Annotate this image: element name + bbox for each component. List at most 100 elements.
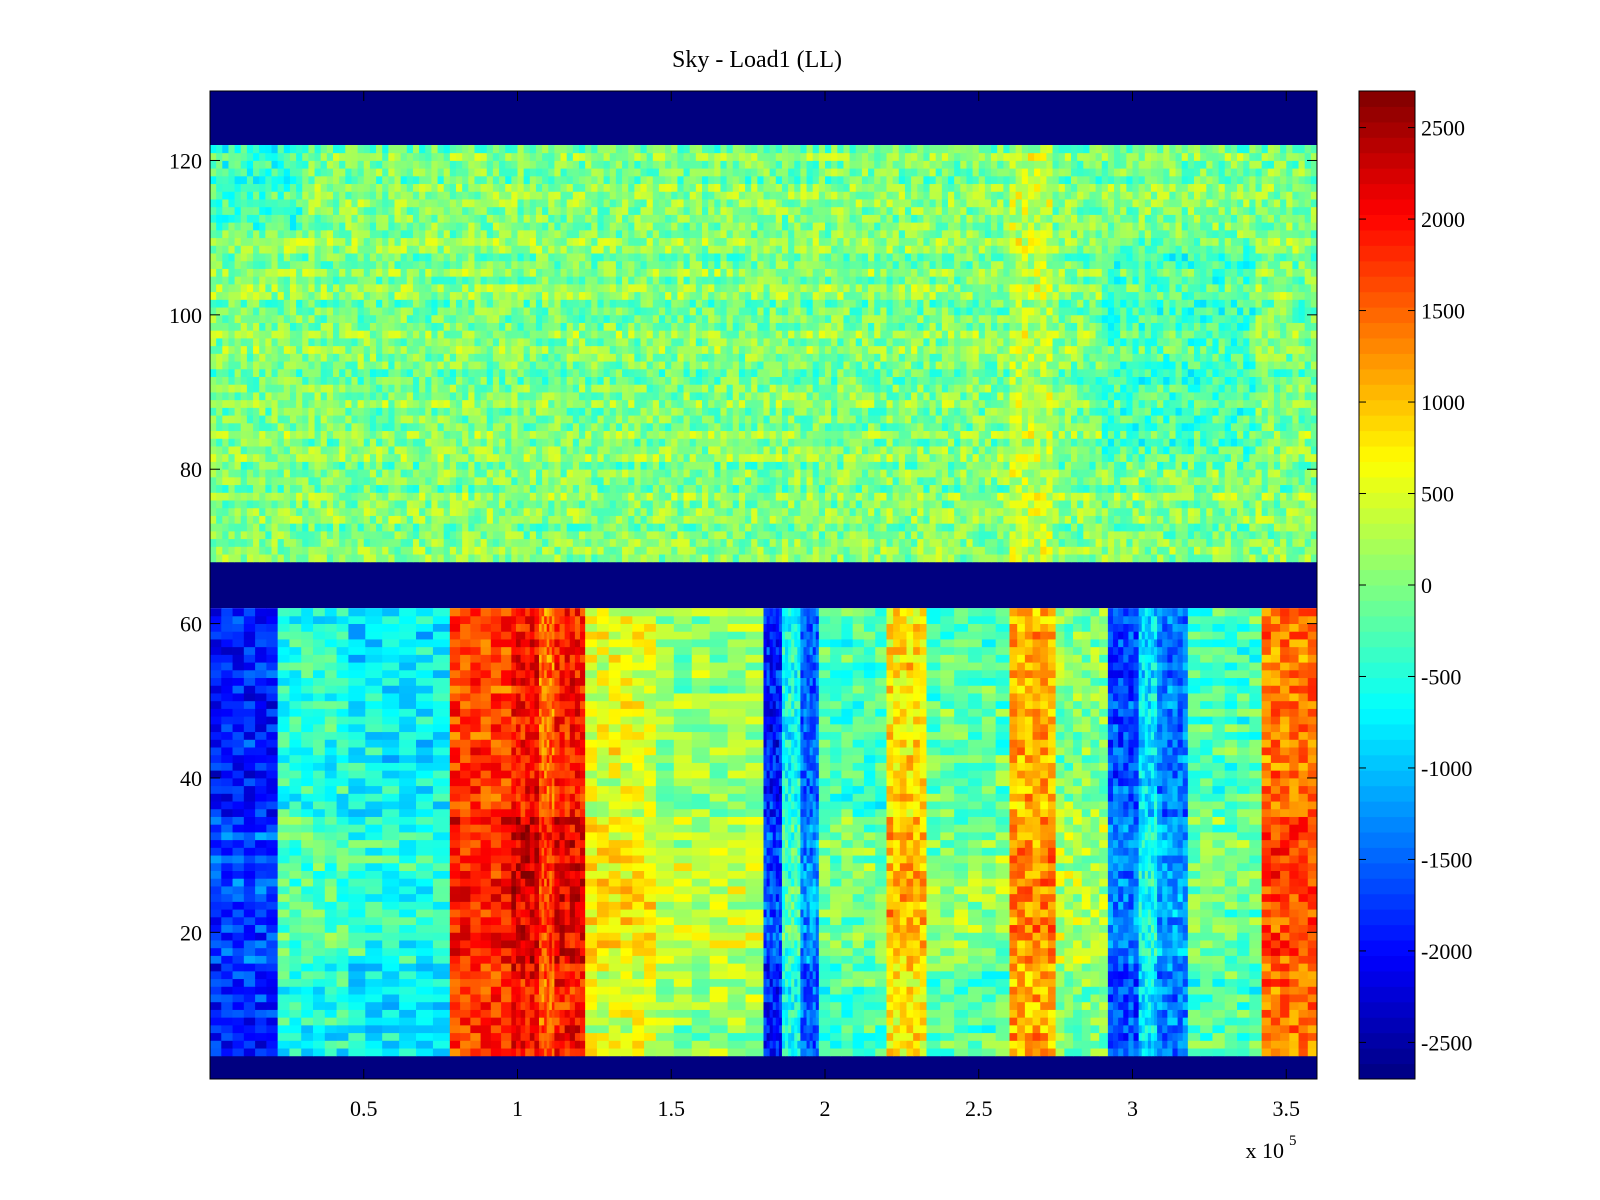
heatmap-cell	[1144, 430, 1152, 439]
heatmap-cell	[609, 415, 617, 424]
heatmap-cell	[548, 384, 555, 393]
heatmap-cell	[308, 554, 315, 563]
heatmap-cell	[431, 523, 438, 532]
heatmap-cell	[720, 530, 727, 540]
heatmap-cell	[246, 345, 254, 354]
heatmap-cell	[652, 422, 660, 432]
heatmap-cell	[542, 415, 549, 424]
heatmap-cell	[1255, 523, 1263, 532]
heatmap-cell	[984, 384, 992, 393]
heatmap-cell	[351, 538, 358, 547]
heatmap-cell	[1009, 469, 1017, 478]
heatmap-cell	[652, 438, 660, 447]
heatmap-cell	[984, 492, 992, 501]
heatmap-cell	[1280, 376, 1287, 385]
heatmap-cell	[603, 407, 611, 416]
heatmap-cell	[468, 361, 475, 370]
heatmap-cell	[948, 392, 955, 401]
heatmap-cell	[763, 345, 771, 354]
heatmap-cell	[1181, 353, 1189, 362]
heatmap-cell	[1273, 438, 1281, 447]
heatmap-cell	[1034, 376, 1041, 385]
heatmap-cell	[376, 515, 383, 524]
heatmap-cell	[1003, 407, 1010, 416]
heatmap-cell	[609, 368, 617, 377]
heatmap-cell	[831, 507, 838, 516]
heatmap-cell	[1255, 361, 1263, 370]
heatmap-cell	[597, 392, 604, 401]
heatmap-cell	[425, 392, 432, 401]
heatmap-cell	[671, 376, 678, 385]
heatmap-cell	[738, 415, 746, 424]
heatmap-cell	[320, 407, 328, 416]
heatmap-cell	[874, 392, 881, 401]
heatmap-cell	[1200, 430, 1207, 439]
heatmap-cell	[960, 453, 967, 462]
heatmap-cell	[554, 438, 561, 447]
heatmap-cell	[1107, 438, 1115, 447]
heatmap-cell	[1114, 476, 1121, 486]
heatmap-cell	[572, 500, 580, 509]
heatmap-cell	[210, 500, 217, 509]
heatmap-cell	[406, 523, 414, 532]
heatmap-cell	[339, 415, 346, 424]
heatmap-cell	[960, 368, 967, 377]
heatmap-cell	[849, 500, 857, 509]
heatmap-cell	[1157, 461, 1164, 470]
heatmap-cell	[486, 546, 494, 555]
heatmap-cell	[1132, 384, 1140, 393]
heatmap-cell	[259, 353, 266, 362]
heatmap-cell	[941, 446, 949, 455]
heatmap-cell	[886, 453, 894, 462]
heatmap-cell	[296, 361, 303, 370]
heatmap-cell	[1310, 438, 1318, 447]
heatmap-cell	[812, 399, 820, 408]
heatmap-cell	[769, 345, 777, 354]
heatmap-cell	[511, 422, 518, 432]
heatmap-cell	[825, 484, 832, 493]
heatmap-cell	[554, 361, 561, 370]
heatmap-cell	[603, 384, 611, 393]
heatmap-cell	[769, 384, 777, 393]
heatmap-cell	[855, 507, 863, 516]
heatmap-cell	[837, 554, 844, 563]
heatmap-cell	[818, 500, 826, 509]
heatmap-cell	[499, 384, 506, 393]
heatmap-cell	[1003, 546, 1010, 555]
heatmap-cell	[222, 515, 229, 524]
heatmap-cell	[1230, 507, 1238, 516]
heatmap-cell	[240, 507, 248, 516]
heatmap-cell	[1114, 415, 1121, 424]
heatmap-cell	[1237, 492, 1244, 501]
heatmap-cell	[554, 492, 561, 501]
heatmap-cell	[1194, 376, 1201, 385]
heatmap-cell	[849, 507, 857, 516]
heatmap-cell	[1261, 446, 1269, 455]
heatmap-cell	[1083, 361, 1090, 370]
heatmap-cell	[265, 407, 272, 416]
heatmap-cell	[732, 546, 740, 555]
heatmap-cell	[1071, 407, 1078, 416]
heatmap-cell	[911, 384, 918, 393]
heatmap-cell	[1040, 438, 1047, 447]
heatmap-cell	[997, 546, 1004, 555]
heatmap-cell	[622, 530, 629, 540]
heatmap-cell	[622, 376, 629, 385]
heatmap-cell	[271, 476, 279, 486]
heatmap-cell	[1095, 438, 1103, 447]
heatmap-cell	[1163, 546, 1170, 555]
heatmap-cell	[1187, 353, 1195, 362]
heatmap-cell	[892, 523, 900, 532]
heatmap-cell	[412, 353, 420, 362]
heatmap-cell	[609, 492, 617, 501]
heatmap-cell	[406, 446, 414, 455]
heatmap-cell	[542, 368, 549, 377]
heatmap-cell	[923, 407, 930, 416]
heatmap-cell	[394, 384, 402, 393]
heatmap-cell	[806, 554, 814, 563]
heatmap-cell	[732, 407, 740, 416]
heatmap-cell	[1089, 546, 1096, 555]
heatmap-cell	[253, 538, 260, 547]
heatmap-cell	[529, 353, 537, 362]
heatmap-cell	[1132, 422, 1140, 432]
